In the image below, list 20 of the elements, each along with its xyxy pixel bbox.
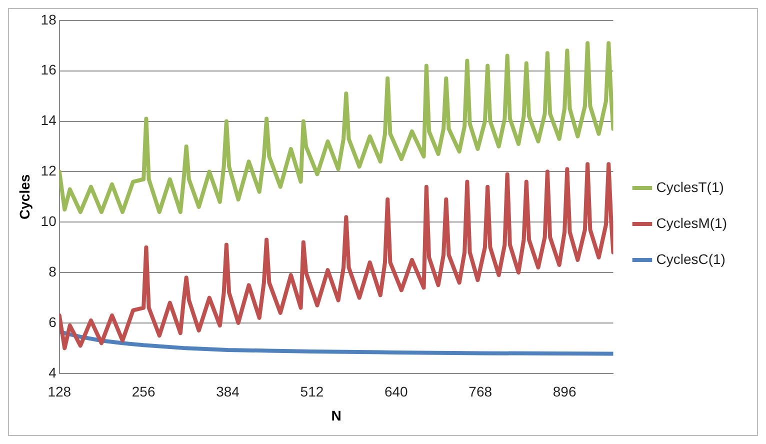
y-tick-label: 8 — [48, 263, 57, 280]
x-tick-label: 512 — [300, 384, 324, 400]
x-tick-label: 384 — [216, 384, 240, 400]
x-tick-label: 768 — [468, 384, 492, 400]
y-tick-label: 12 — [40, 162, 57, 179]
y-tick-label: 16 — [40, 62, 57, 78]
y-axis-title: Cycles — [16, 174, 32, 220]
y-tick-label: 14 — [40, 112, 57, 128]
y-tick-label: 4 — [48, 364, 57, 380]
x-tick-label: 256 — [132, 384, 156, 400]
y-tick-label: 18 — [40, 11, 57, 28]
y-tick-label: 10 — [40, 212, 57, 229]
x-tick-label: 896 — [552, 384, 576, 400]
legend-label: CyclesM(1) — [656, 214, 727, 231]
y-tick-label: 6 — [48, 314, 57, 330]
legend-label: CyclesC(1) — [656, 250, 726, 267]
x-axis-title: N — [331, 407, 342, 424]
x-tick-label: 128 — [48, 384, 72, 400]
legend-label: CyclesT(1) — [656, 178, 724, 195]
x-tick-label: 640 — [384, 384, 408, 400]
